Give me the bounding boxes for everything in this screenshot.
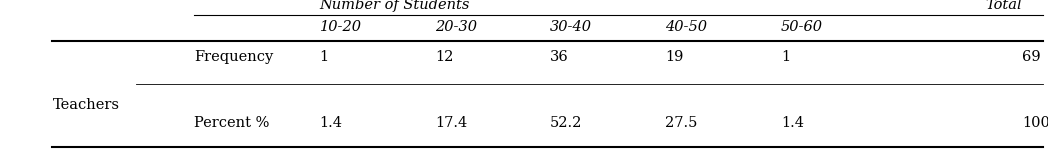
- Text: 12: 12: [435, 50, 454, 64]
- Text: Teachers: Teachers: [52, 98, 119, 112]
- Text: 1: 1: [781, 50, 790, 64]
- Text: 100: 100: [1022, 116, 1048, 130]
- Text: Number of Students: Number of Students: [320, 0, 470, 12]
- Text: 20-30: 20-30: [435, 20, 477, 34]
- Text: 30-40: 30-40: [550, 20, 592, 34]
- Text: 27.5: 27.5: [665, 116, 698, 130]
- Text: Frequency: Frequency: [194, 50, 274, 64]
- Text: Percent %: Percent %: [194, 116, 269, 130]
- Text: 19: 19: [665, 50, 684, 64]
- Text: 1: 1: [320, 50, 329, 64]
- Text: 36: 36: [550, 50, 569, 64]
- Text: 10-20: 10-20: [320, 20, 362, 34]
- Text: 52.2: 52.2: [550, 116, 583, 130]
- Text: 40-50: 40-50: [665, 20, 707, 34]
- Text: Total: Total: [985, 0, 1022, 12]
- Text: 50-60: 50-60: [781, 20, 823, 34]
- Text: 1.4: 1.4: [781, 116, 804, 130]
- Text: 17.4: 17.4: [435, 116, 467, 130]
- Text: 1.4: 1.4: [320, 116, 343, 130]
- Text: 69: 69: [1022, 50, 1041, 64]
